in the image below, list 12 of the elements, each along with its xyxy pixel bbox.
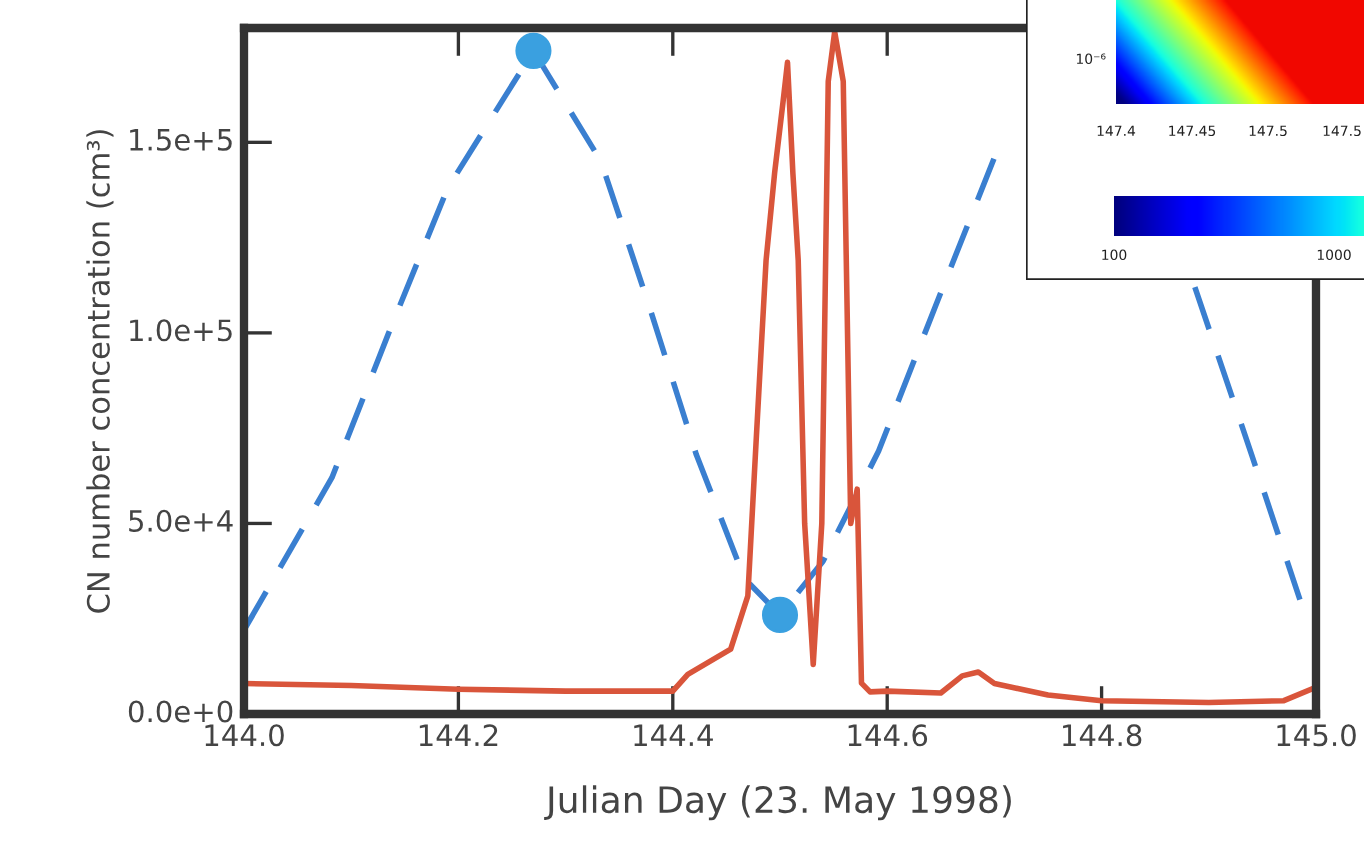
y-tick-label: 1.0e+5 <box>130 319 232 342</box>
x-axis-title: Julian Day (23. May 1998) <box>544 785 1011 821</box>
x-tick-label: 144.0 <box>205 724 284 747</box>
y-tick-label: 1.5e+5 <box>130 129 232 151</box>
y-tick-label: 5.0e+4 <box>129 509 233 532</box>
x-tick-label: 144.8 <box>1063 724 1142 747</box>
y-tick-label: 0.0e+0 <box>128 700 233 723</box>
x-tick-label: 144.4 <box>634 724 713 746</box>
x-tick-label: 144.2 <box>419 724 498 746</box>
x-tick-label: 144.6 <box>848 724 928 747</box>
y-axis-title: CN number concentration (cm³) <box>86 130 114 613</box>
x-tick-label: 145.0 <box>1277 724 1356 747</box>
